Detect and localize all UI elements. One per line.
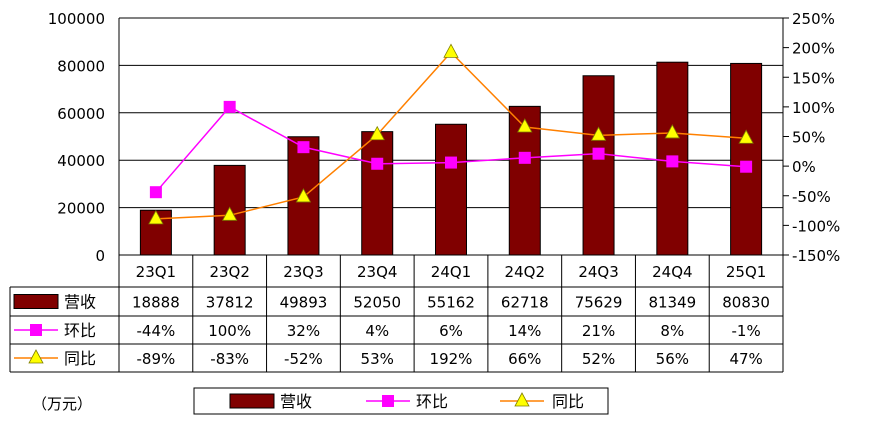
unit-label: （万元） [32, 395, 92, 413]
point-环比-23Q2 [223, 100, 236, 113]
legend-marker-环比 [382, 395, 394, 407]
point-同比-25Q1 [738, 129, 754, 144]
right-axis-ticks: -150% -100% -50% 0% 50% 100% 150% 200% 250% [792, 10, 840, 265]
category-label: 25Q1 [726, 263, 766, 281]
category-label: 24Q3 [578, 263, 618, 281]
right-tick-label: -150% [792, 247, 840, 265]
point-环比-24Q3 [592, 147, 605, 160]
row-key-marker-环比 [30, 324, 42, 336]
category-label: 24Q4 [652, 263, 692, 281]
right-tick-label: 0% [792, 158, 816, 176]
data-label-同比: -83% [210, 350, 249, 368]
category-label: 23Q1 [136, 263, 176, 281]
right-tick-label: 100% [792, 99, 835, 117]
left-tick-label: 100000 [48, 10, 105, 28]
right-tick-label: 250% [792, 10, 835, 28]
bar-25Q1 [730, 62, 763, 256]
row-key-marker-同比 [28, 349, 44, 364]
legend-marker-同比 [514, 392, 530, 407]
data-label-营收: 37812 [206, 294, 254, 312]
left-tick-label: 20000 [57, 200, 105, 218]
left-tick-label: 60000 [57, 105, 105, 123]
bar-24Q1 [435, 123, 467, 256]
bar-23Q4 [361, 131, 394, 256]
data-label-营收: 49893 [280, 294, 328, 312]
data-label-同比: 66% [508, 350, 541, 368]
legend-label: 同比 [552, 392, 584, 411]
right-tick-label: 200% [792, 40, 835, 58]
legend-label: 环比 [416, 392, 448, 411]
axes [118, 17, 789, 256]
data-label-营收: 18888 [132, 294, 180, 312]
data-label-营收: 81349 [648, 294, 696, 312]
point-同比-23Q1 [148, 210, 164, 225]
point-环比-23Q1 [149, 186, 162, 199]
data-label-环比: -44% [137, 322, 176, 340]
point-环比-23Q4 [371, 157, 384, 170]
row-series-name: 同比 [64, 349, 96, 368]
data-label-环比: -1% [732, 322, 761, 340]
data-label-同比: 47% [729, 350, 762, 368]
right-tick-label: -100% [792, 217, 840, 235]
left-axis-ticks: 0 20000 40000 60000 80000 100000 [48, 10, 105, 265]
growth-lines [148, 43, 754, 225]
row-key-营收 [13, 294, 59, 309]
data-label-营收: 52050 [353, 294, 401, 312]
right-tick-label: -50% [792, 188, 831, 206]
data-label-环比: 6% [439, 322, 463, 340]
right-tick-label: 50% [792, 129, 825, 147]
data-label-同比: -89% [137, 350, 176, 368]
legend-key-营收 [229, 393, 275, 409]
data-label-营收: 80830 [722, 294, 770, 312]
data-label-环比: 32% [287, 322, 320, 340]
point-环比-24Q1 [445, 156, 457, 169]
category-label: 23Q3 [283, 263, 323, 281]
data-label-营收: 55162 [427, 294, 475, 312]
data-label-营收: 62718 [501, 294, 549, 312]
point-环比-24Q4 [666, 155, 679, 168]
data-label-同比: 192% [430, 350, 473, 368]
data-label-同比: -52% [284, 350, 323, 368]
data-label-环比: 4% [365, 322, 389, 340]
bar-24Q3 [582, 75, 615, 256]
data-label-环比: 100% [208, 322, 251, 340]
category-label: 24Q2 [505, 263, 545, 281]
legend-label: 营收 [280, 392, 312, 411]
legend: 营收 环比 同比 [193, 387, 609, 415]
data-label-同比: 52% [582, 350, 615, 368]
point-环比-25Q1 [740, 160, 753, 173]
left-tick-label: 80000 [57, 57, 105, 75]
category-label: 23Q2 [209, 263, 249, 281]
point-同比-24Q2 [517, 118, 533, 133]
left-tick-label: 0 [95, 247, 105, 265]
row-series-name: 营收 [64, 293, 96, 312]
point-同比-23Q4 [369, 125, 385, 141]
point-同比-23Q3 [295, 188, 312, 203]
data-table: 23Q1 23Q2 23Q3 23Q4 24Q1 24Q2 24Q3 24Q4 25Q1 营收 18… [9, 254, 784, 373]
data-label-环比: 21% [582, 322, 615, 340]
data-label-营收: 75629 [575, 294, 623, 312]
point-同比-24Q4 [664, 124, 681, 139]
point-环比-24Q2 [518, 151, 531, 164]
row-series-name: 环比 [64, 321, 96, 340]
right-tick-label: 150% [792, 69, 835, 87]
category-label: 23Q4 [357, 263, 397, 281]
data-label-环比: 14% [508, 322, 541, 340]
point-同比-23Q2 [221, 206, 238, 221]
point-同比-24Q1 [443, 43, 459, 58]
data-label-同比: 56% [656, 350, 689, 368]
data-label-同比: 53% [361, 350, 394, 368]
category-label: 24Q1 [431, 263, 471, 281]
point-环比-23Q3 [297, 141, 310, 154]
point-同比-24Q3 [590, 126, 607, 141]
left-tick-label: 40000 [57, 152, 105, 170]
data-label-环比: 8% [660, 322, 684, 340]
